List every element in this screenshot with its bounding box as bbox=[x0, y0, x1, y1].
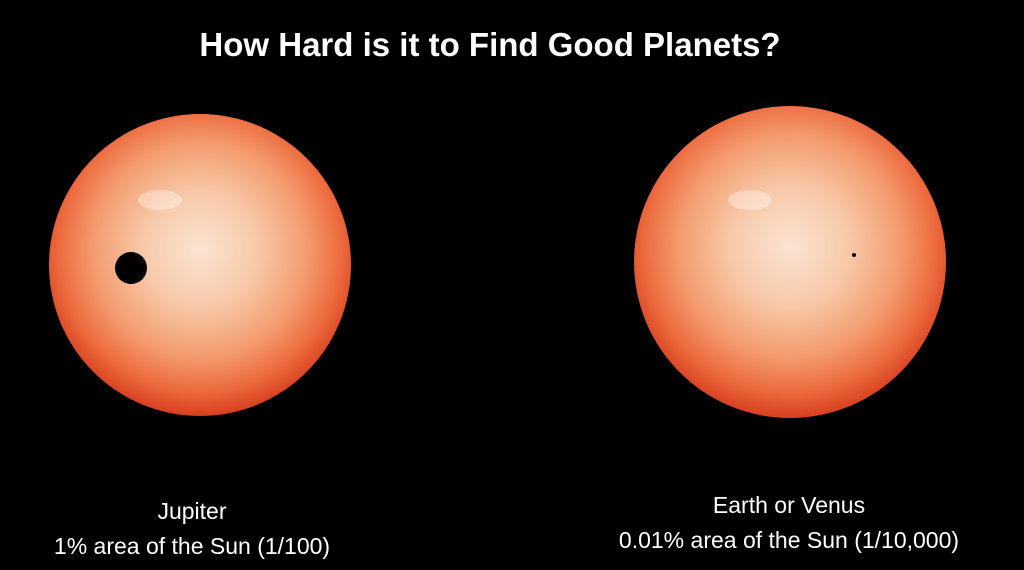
sun bbox=[49, 114, 351, 416]
panel-caption: 0.01% area of the Sun (1/10,000) bbox=[619, 527, 959, 553]
earth-transit bbox=[852, 253, 856, 257]
panel-label: Jupiter bbox=[157, 498, 226, 524]
sun-facula bbox=[728, 190, 772, 210]
slide-title: How Hard is it to Find Good Planets? bbox=[199, 26, 780, 63]
panel-caption: 1% area of the Sun (1/100) bbox=[54, 533, 330, 559]
jupiter-transit bbox=[115, 252, 147, 284]
sun-facula bbox=[138, 190, 182, 210]
panel-label: Earth or Venus bbox=[713, 492, 865, 518]
sun bbox=[634, 106, 946, 418]
